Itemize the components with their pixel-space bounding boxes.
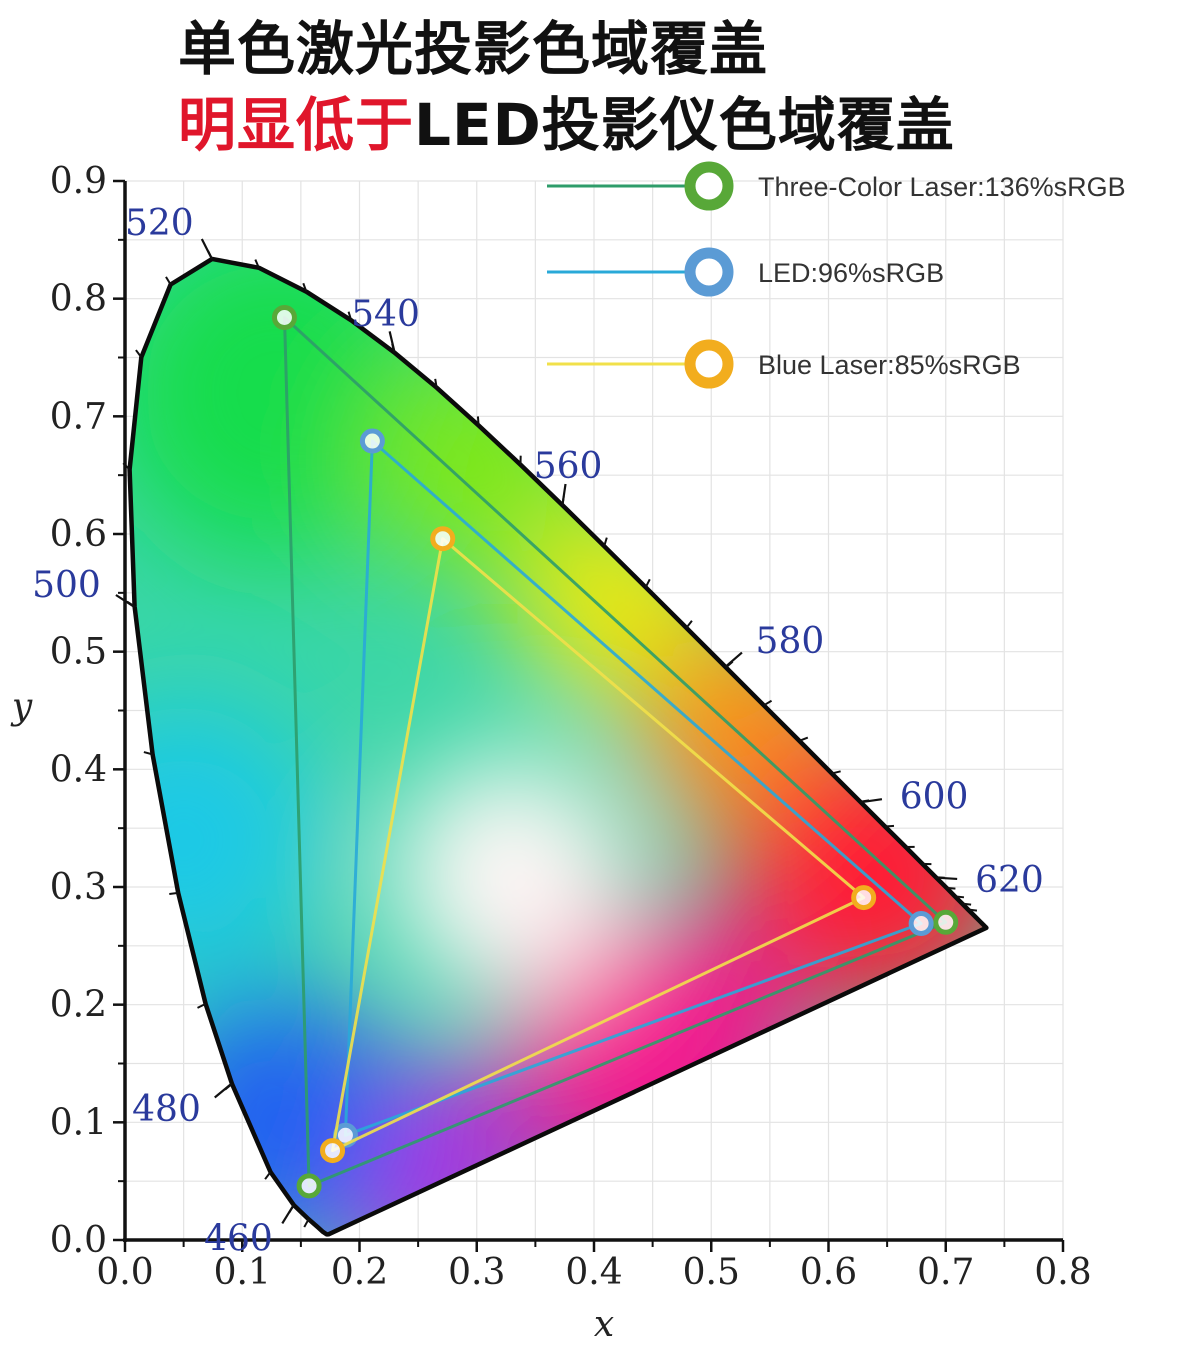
- y-axis-title: y: [10, 687, 33, 728]
- primary-marker: [908, 910, 934, 936]
- gamut-white-point-region: [391, 755, 632, 996]
- wavelength-tick: [724, 651, 743, 668]
- locus-tick: [644, 578, 651, 588]
- y-tick-label: 0.4: [50, 749, 107, 790]
- primary-marker: [320, 1138, 346, 1164]
- legend-label: Three-Color Laser:136%sRGB: [758, 172, 1126, 202]
- legend-label: Blue Laser:85%sRGB: [758, 350, 1021, 380]
- locus-tick: [884, 824, 895, 828]
- primary-marker: [430, 526, 456, 552]
- locus-tick: [143, 751, 153, 756]
- y-tick-label: 0.3: [50, 867, 107, 908]
- primary-marker: [271, 304, 297, 330]
- y-tick-label: 0.0: [50, 1220, 107, 1261]
- gamut-series: [271, 304, 959, 1199]
- wavelength-label: 460: [204, 1219, 273, 1260]
- x-tick-label: 0.0: [96, 1252, 153, 1293]
- wavelength-label: 500: [32, 565, 101, 606]
- legend-item: Three-Color Laser:136%sRGB: [547, 161, 1126, 211]
- chart-title-line-2: 明显低于LED投影仪色域覆盖: [178, 78, 955, 162]
- locus-tick: [165, 276, 172, 286]
- x-tick-label: 0.7: [917, 1252, 974, 1293]
- y-tick-label: 0.8: [50, 279, 107, 320]
- wavelength-label: 540: [351, 294, 420, 335]
- locus-tick: [135, 349, 143, 358]
- primary-marker: [296, 1173, 322, 1199]
- locus-tick: [962, 902, 972, 906]
- locus-tick: [169, 891, 179, 895]
- locus-tick: [434, 378, 438, 388]
- x-tick-label: 0.5: [683, 1252, 740, 1293]
- legend-item: Blue Laser:85%sRGB: [547, 339, 1021, 389]
- locus-tick: [254, 259, 260, 269]
- x-axis-title: x: [594, 1304, 614, 1345]
- x-tick-label: 0.2: [331, 1252, 388, 1293]
- legend-label: LED:96%sRGB: [758, 258, 944, 288]
- primary-marker: [933, 909, 959, 935]
- legend-marker: [684, 161, 734, 211]
- chart-title-line-1: 单色激光投影色域覆盖: [178, 15, 769, 83]
- spectral-locus-outline: [127, 256, 989, 1237]
- y-tick-label: 0.2: [50, 985, 107, 1026]
- wavelength-label: 560: [534, 446, 603, 487]
- locus-tick: [831, 770, 841, 775]
- locus-tick: [799, 736, 809, 742]
- wavelength-tick: [935, 876, 958, 881]
- wavelength-tick: [214, 1082, 233, 1099]
- wavelength-tick: [388, 331, 396, 354]
- locus-tick: [302, 282, 308, 293]
- wavelength-label: 620: [975, 860, 1044, 901]
- chart-title-line-2-rest: LED投影仪色域覆盖: [414, 91, 955, 159]
- locus-tick: [303, 1218, 310, 1228]
- legend-marker: [684, 247, 734, 297]
- locus-tick: [763, 699, 773, 707]
- locus-tick: [967, 908, 978, 912]
- locus-tick: [946, 886, 956, 890]
- wavelength-label: 600: [900, 777, 969, 818]
- legend-item: LED:96%sRGB: [547, 247, 944, 297]
- y-tick-label: 0.7: [50, 396, 107, 437]
- x-tick-label: 0.3: [448, 1252, 505, 1293]
- legend-marker: [684, 339, 734, 389]
- locus-tick: [197, 1002, 206, 1009]
- gamut-triangle: [331, 537, 866, 1153]
- primary-marker: [851, 885, 877, 911]
- gamut-series: [332, 428, 934, 1148]
- gamut-triangle: [283, 316, 948, 1188]
- chart-title-highlight: 明显低于: [178, 91, 415, 159]
- wavelength-tick: [115, 594, 135, 608]
- primary-marker: [359, 428, 385, 454]
- legend: Three-Color Laser:136%sRGB LED:96%sRGB Blu…: [547, 161, 1126, 389]
- y-tick-label: 0.5: [50, 632, 107, 673]
- locus-tick: [685, 620, 693, 629]
- x-tick-label: 0.4: [565, 1252, 622, 1293]
- locus-tick: [954, 895, 965, 899]
- gamut-triangles: [271, 304, 959, 1199]
- locus-tick: [347, 311, 353, 321]
- locus-tick: [603, 537, 608, 547]
- y-tick-label: 0.6: [50, 514, 107, 555]
- axes: 0.0 0.1 0.2 0.3 0.4 0.5 0.6 0.7 0.8 0.0 0.1 0.2 0.3 0…: [10, 161, 1092, 1345]
- x-tick-label: 0.1: [214, 1252, 271, 1293]
- locus-tick: [264, 1171, 272, 1180]
- wavelength-tick: [860, 798, 883, 804]
- wavelength-tick: [561, 483, 567, 506]
- wavelength-label: 480: [132, 1089, 201, 1130]
- locus-tick: [476, 416, 480, 426]
- gamut-cyan-region: [129, 699, 324, 980]
- wavelength-label: 520: [125, 203, 194, 244]
- gamut-triangle: [343, 439, 923, 1137]
- wavelength-tick: [281, 1204, 295, 1224]
- x-tick-label: 0.8: [1034, 1252, 1091, 1293]
- y-tick-label: 0.1: [50, 1102, 107, 1143]
- wavelength-labels: 460 480 500 520 540 560 580 600 620: [32, 203, 1044, 1260]
- gamut-series: [320, 526, 877, 1164]
- wavelength-label: 580: [756, 621, 825, 662]
- wavelength-tick: [200, 238, 213, 260]
- x-tick-label: 0.6: [800, 1252, 857, 1293]
- y-tick-label: 0.9: [50, 161, 107, 202]
